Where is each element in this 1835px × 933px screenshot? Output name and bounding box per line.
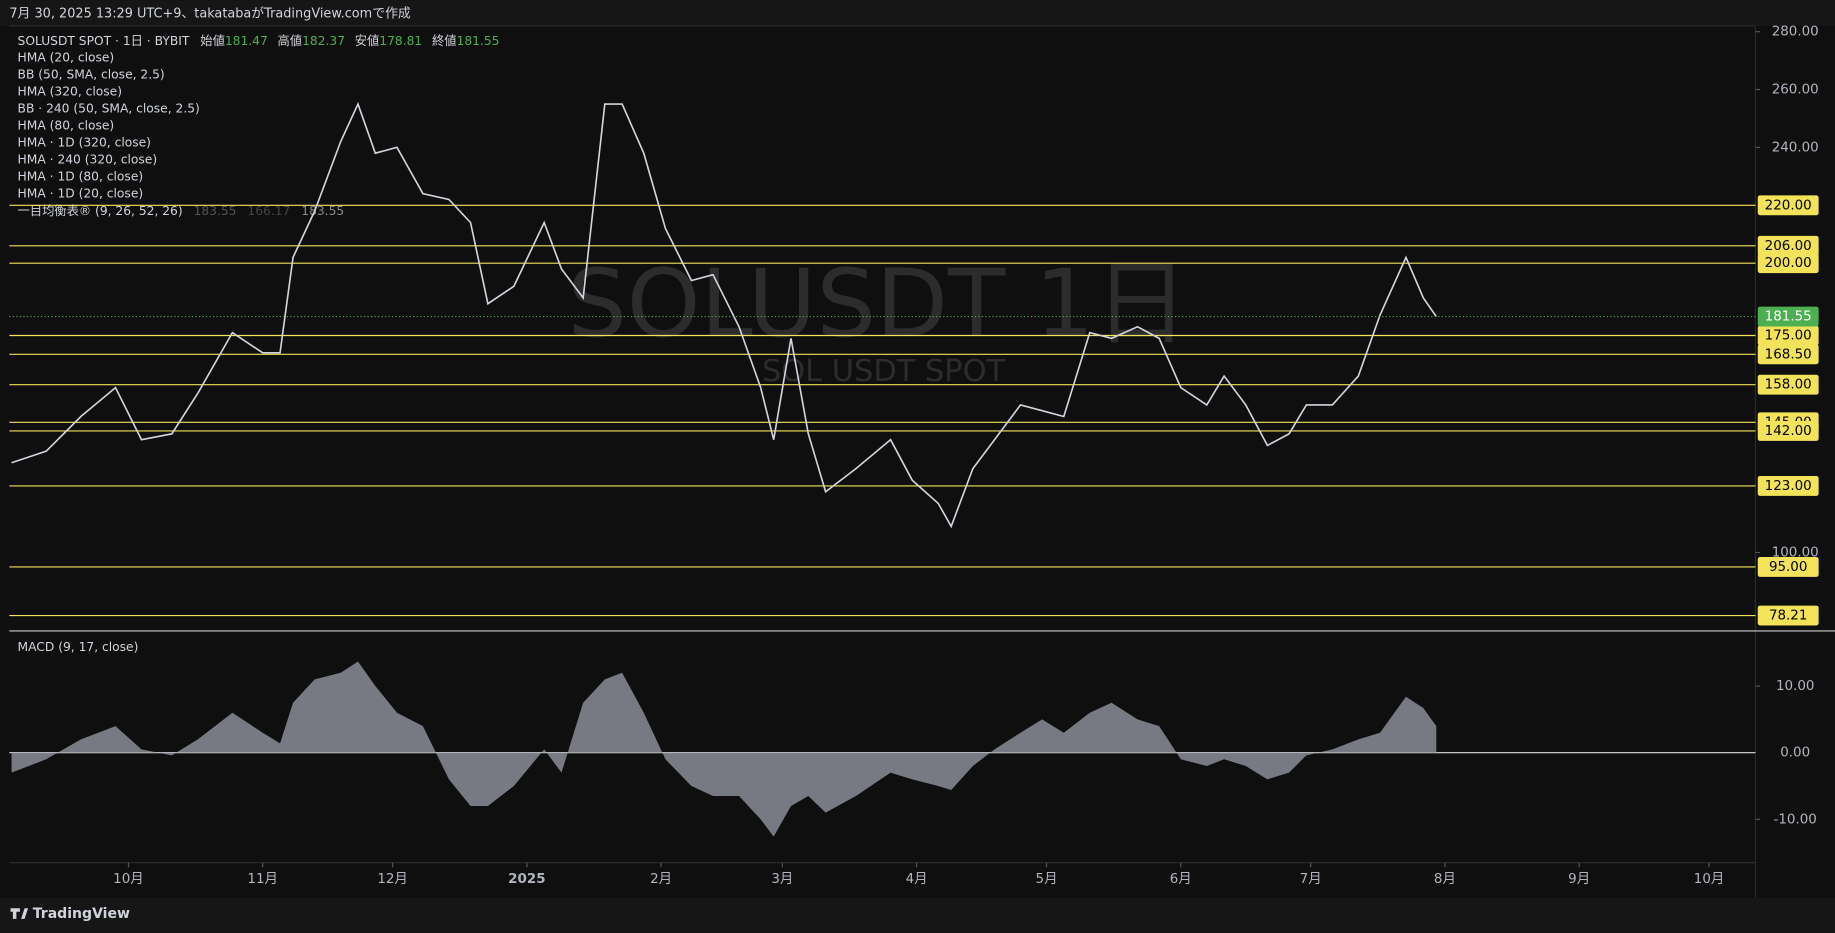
level-label: 95.00 — [1769, 560, 1807, 575]
last-price-label: 181.55 — [1765, 310, 1812, 325]
x-tick-label: 7月 — [1300, 872, 1322, 887]
y-tick-label: 0.00 — [1780, 746, 1810, 761]
level-label: 142.00 — [1765, 424, 1812, 439]
level-label-box — [1757, 235, 1819, 256]
footer-brand: TradingView — [33, 906, 130, 922]
level-label-box — [1757, 325, 1819, 346]
y-tick-label: 100.00 — [1772, 545, 1819, 560]
level-label: 175.00 — [1765, 328, 1812, 343]
level-label-box — [1757, 344, 1819, 365]
legend-symbol: SOLUSDT SPOT · 1日 · BYBIT 始値181.47 高値182… — [18, 33, 500, 48]
watermark: SOLUSDT 1日 SOL USDT SPOT — [567, 250, 1188, 389]
ohlc-value: 181.47 — [225, 34, 268, 48]
y-tick-label: 240.00 — [1772, 140, 1819, 155]
ohlc-value: 182.37 — [302, 34, 345, 48]
legend: SOLUSDT SPOT · 1日 · BYBIT 始値181.47 高値182… — [18, 33, 500, 218]
x-tick-label: 9月 — [1568, 872, 1590, 887]
price-line — [11, 101, 1437, 529]
indicator-label: HMA · 1D (320, close) — [18, 135, 151, 149]
x-tick-label: 10月 — [113, 872, 144, 887]
y-tick-label: 10.00 — [1776, 679, 1814, 694]
x-tick-label: 3月 — [771, 872, 793, 887]
level-label-box — [1757, 476, 1819, 496]
last-price-box — [1757, 306, 1819, 327]
indicator-label: HMA · 1D (80, close) — [18, 169, 144, 183]
ohlc-label: 安値 — [355, 33, 380, 48]
logo-mark — [10, 908, 29, 919]
level-label-box — [1757, 421, 1819, 441]
indicator-label: HMA (20, close) — [18, 51, 115, 65]
watermark-subtitle: SOL USDT SPOT — [762, 354, 1006, 389]
level-label: 206.00 — [1765, 239, 1812, 254]
y-tick-label: 280.00 — [1772, 25, 1819, 40]
indicator-label: HMA (80, close) — [18, 118, 115, 132]
x-tick-label: 6月 — [1170, 872, 1192, 887]
indicator-label: HMA · 1D (20, close) — [18, 186, 144, 200]
level-label: 78.21 — [1769, 609, 1807, 624]
ohlc-label: 始値 — [200, 33, 225, 48]
x-tick-label: 4月 — [906, 872, 928, 887]
level-label-box — [1757, 253, 1819, 274]
header-bar — [0, 0, 1835, 26]
level-label: 220.00 — [1765, 198, 1812, 213]
macd-histogram-area — [11, 661, 1437, 837]
indicator-label: HMA · 240 (320, close) — [18, 152, 158, 166]
ichimoku-value: 183.55 — [194, 203, 237, 217]
y-tick-label: 260.00 — [1772, 83, 1819, 98]
level-label-box — [1757, 557, 1819, 577]
ohlc-value: 178.81 — [379, 34, 422, 48]
level-label-box — [1757, 195, 1819, 216]
footer-logo: TradingView — [10, 906, 130, 922]
x-tick-label: 5月 — [1036, 872, 1058, 887]
ichimoku-name: 一目均衡表® (9, 26, 52, 26) — [18, 203, 183, 217]
level-label: 158.00 — [1765, 378, 1812, 393]
x-tick-label: 8月 — [1434, 872, 1456, 887]
level-label: 123.00 — [1765, 479, 1812, 494]
indicator-label: HMA (320, close) — [18, 85, 122, 99]
x-tick-label: 11月 — [247, 872, 278, 887]
watermark-title: SOLUSDT 1日 — [567, 250, 1188, 359]
level-label: 200.00 — [1765, 256, 1812, 271]
y-tick-label: -10.00 — [1774, 812, 1817, 827]
footer-bar — [0, 897, 1835, 933]
x-tick-label: 2月 — [650, 872, 672, 887]
indicator-label: BB · 240 (50, SMA, close, 2.5) — [18, 101, 200, 115]
indicator-label: BB (50, SMA, close, 2.5) — [18, 68, 165, 82]
ichimoku-value: 183.55 — [301, 203, 344, 217]
ichimoku-legend: 一目均衡表® (9, 26, 52, 26) 183.55 166.17 183… — [18, 203, 345, 217]
ohlc-value: 181.55 — [457, 34, 500, 48]
level-label-box — [1757, 374, 1819, 395]
level-label-box — [1757, 605, 1819, 626]
indicator-list: HMA (20, close) BB (50, SMA, close, 2.5) H… — [18, 51, 200, 201]
ichimoku-value: 166.17 — [247, 203, 290, 217]
x-tick-label: 12月 — [377, 872, 408, 887]
header-caption: 7月 30, 2025 13:29 UTC+9、takatabaがTrading… — [9, 7, 411, 22]
x-tick-label: 2025 — [508, 872, 545, 887]
symbol-name: SOLUSDT SPOT · 1日 · BYBIT — [18, 34, 190, 48]
ohlc-label: 高値 — [278, 33, 303, 48]
x-tick-label: 10月 — [1694, 872, 1725, 887]
level-label: 168.50 — [1765, 347, 1812, 362]
ohlc-label: 終値 — [432, 33, 457, 48]
macd-title: MACD (9, 17, close) — [18, 640, 139, 654]
